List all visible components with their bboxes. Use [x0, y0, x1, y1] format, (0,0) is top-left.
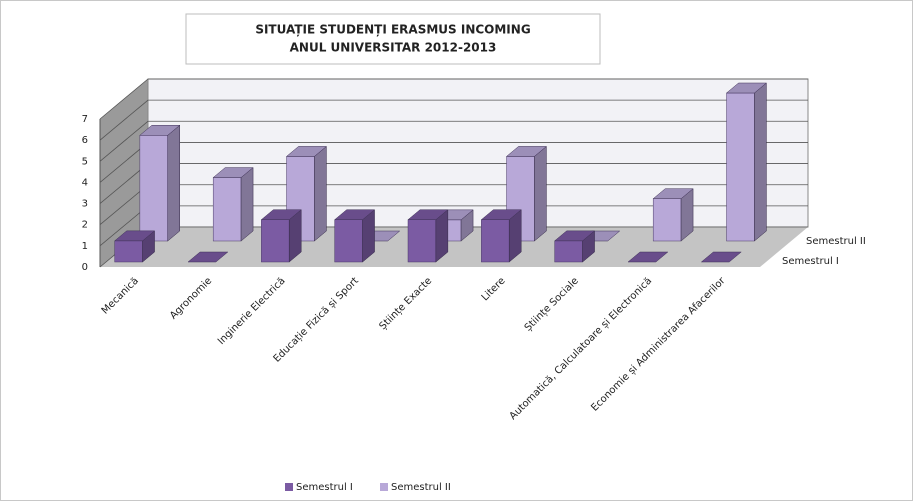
bar-top — [480, 209, 522, 220]
legend-swatch — [285, 483, 293, 491]
bar-front — [212, 177, 242, 242]
bar-top — [505, 146, 548, 157]
bar-front — [554, 240, 583, 263]
bar-side — [314, 145, 327, 242]
y-tick-label: 6 — [82, 135, 88, 146]
y-tick-label: 5 — [82, 156, 88, 167]
bar-front — [139, 135, 168, 242]
bar-top — [285, 146, 328, 157]
grid-line — [99, 78, 808, 120]
bar-front — [407, 219, 437, 263]
bar-top — [113, 230, 156, 242]
series-axis-label: Semestrul II — [806, 236, 866, 247]
y-tick-label: 4 — [82, 177, 88, 188]
bar-side — [240, 167, 254, 242]
bar-side — [167, 124, 180, 242]
chart-title: SITUAȚIE STUDENȚI ERASMUS INCOMING — [255, 23, 530, 37]
chart-title: ANUL UNIVERSITAR 2012-2013 — [290, 41, 497, 55]
bar-top — [212, 167, 254, 178]
bar-side — [754, 82, 767, 242]
bar-top — [652, 188, 694, 199]
bar-front — [726, 92, 755, 242]
bar-top — [700, 251, 742, 263]
bar-top — [553, 230, 596, 242]
y-tick-label: 1 — [82, 241, 88, 252]
y-tick-label: 2 — [82, 220, 88, 231]
bar-top — [139, 125, 181, 136]
y-tick-label: 7 — [82, 114, 88, 125]
bar-top — [627, 251, 669, 263]
grid-line — [99, 120, 808, 162]
title-box — [185, 13, 601, 65]
bar-front — [652, 198, 682, 242]
left-wall — [100, 79, 148, 267]
series-axis-label: Semestrul I — [782, 256, 839, 267]
bar-top — [260, 209, 302, 220]
legend-label: Semestrul II — [391, 482, 451, 493]
bar-front — [334, 219, 363, 263]
bar-top — [407, 209, 449, 220]
y-tick-label: 0 — [82, 262, 88, 273]
bar-top — [187, 251, 229, 263]
bar-front — [481, 219, 510, 263]
legend-swatch — [380, 483, 388, 491]
bar-top — [333, 209, 376, 220]
bar-front — [114, 240, 143, 263]
y-tick-label: 3 — [82, 199, 88, 210]
bar-top — [725, 82, 768, 94]
bar-front — [261, 219, 290, 263]
bar-side — [534, 145, 547, 242]
grid-line — [99, 99, 808, 141]
legend-label: Semestrul I — [296, 482, 353, 493]
